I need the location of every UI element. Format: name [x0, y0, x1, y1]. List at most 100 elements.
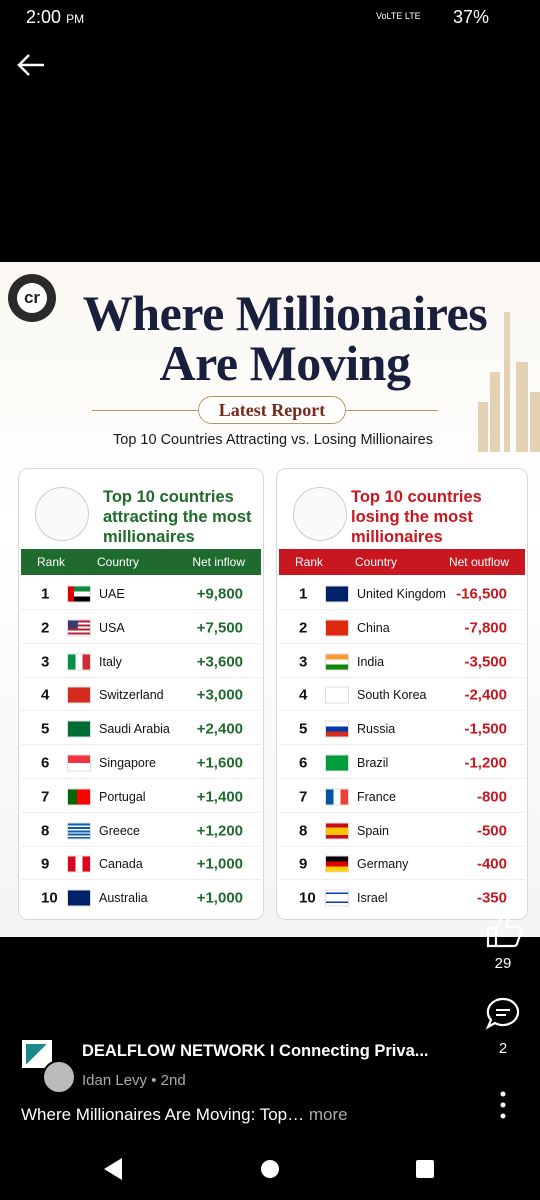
table-row: 8 Spain -500 — [279, 816, 525, 847]
table-row: 3 Italy +3,600 — [21, 647, 261, 678]
like-count: 29 — [494, 955, 512, 972]
rank: 5 — [299, 720, 308, 738]
flag — [67, 754, 91, 772]
country: Australia — [99, 891, 148, 906]
rank: 3 — [299, 653, 308, 671]
country: USA — [99, 620, 125, 635]
net-flow: -400 — [476, 855, 507, 873]
rank: 5 — [41, 720, 50, 738]
table-row: 3 India -3,500 — [279, 647, 525, 678]
status-time: 2:00 PM — [26, 7, 84, 28]
rank: 4 — [41, 686, 50, 704]
table-row: 5 Russia -1,500 — [279, 714, 525, 746]
country: Saudi Arabia — [99, 722, 170, 737]
author-avatar[interactable] — [42, 1060, 76, 1094]
flag — [325, 754, 349, 772]
nav-back[interactable] — [104, 1158, 122, 1180]
net-flow: +9,800 — [196, 585, 243, 603]
country: Switzerland — [99, 688, 164, 703]
country: Russia — [357, 722, 396, 737]
table-row: 1 United Kingdom -16,500 — [279, 579, 525, 610]
more-link[interactable]: more — [308, 1105, 348, 1124]
comment-count: 2 — [498, 1040, 508, 1057]
net-flow: -2,400 — [464, 686, 507, 704]
flag — [325, 720, 349, 738]
country: Germany — [357, 857, 409, 872]
nav-recents[interactable] — [416, 1160, 434, 1178]
byline: Idan Levy • 2nd — [82, 1072, 186, 1089]
table-row: 6 Brazil -1,200 — [279, 748, 525, 779]
flag — [67, 788, 91, 806]
caption: Where Millionaires Are Moving: Top… more — [21, 1105, 348, 1125]
country: Italy — [99, 654, 122, 669]
table-row: 2 USA +7,500 — [21, 613, 261, 644]
right-panel: Top 10 countries losing the most million… — [276, 468, 528, 920]
flag — [67, 619, 91, 637]
country: Spain — [357, 823, 389, 838]
net-flow: +1,600 — [196, 754, 243, 772]
network: VoLTE LTE — [376, 11, 421, 21]
column-header: Rank — [295, 555, 324, 569]
country: India — [357, 654, 385, 669]
rank: 4 — [299, 686, 308, 704]
left-panel: Top 10 countries attracting the most mil… — [18, 468, 264, 920]
flag — [67, 686, 91, 704]
country: South Korea — [357, 688, 427, 703]
table-row: 10 Australia +1,000 — [21, 883, 261, 913]
icon — [35, 487, 89, 541]
nav-home[interactable] — [261, 1160, 279, 1178]
column-header: Rank — [37, 555, 66, 569]
more-options[interactable] — [497, 1090, 509, 1120]
table-header: Rank Country Net inflow — [21, 549, 261, 575]
time: 2:00 — [26, 7, 62, 27]
table-row: 9 Canada +1,000 — [21, 849, 261, 881]
table-header: Rank Country Net outflow — [279, 549, 525, 575]
country: Portugal — [99, 789, 146, 804]
table-row: 1 UAE +9,800 — [21, 579, 261, 610]
table-row: 4 South Korea -2,400 — [279, 680, 525, 712]
rank: 7 — [299, 788, 308, 806]
net-flow: +1,200 — [196, 822, 243, 840]
flag — [67, 889, 91, 907]
net-flow: -800 — [476, 788, 507, 806]
rank: 1 — [299, 585, 308, 603]
table-row: 2 China -7,800 — [279, 613, 525, 644]
flag — [325, 686, 349, 704]
battery: 37% — [453, 7, 490, 27]
flag — [67, 855, 91, 873]
back-button[interactable] — [16, 52, 46, 78]
table-row: 4 Switzerland +3,000 — [21, 680, 261, 712]
net-flow: -3,500 — [464, 653, 507, 671]
flag — [325, 889, 349, 907]
rank: 9 — [299, 855, 308, 873]
panel-heading: Top 10 countries attracting the most mil… — [103, 488, 252, 546]
net-flow: -350 — [476, 889, 507, 907]
net-flow: +2,400 — [196, 720, 243, 738]
subtitle: Top 10 Countries Attracting vs. Losing M… — [113, 432, 433, 448]
country: United Kingdom — [357, 587, 446, 601]
logo: cr — [17, 283, 47, 313]
infographic: cr Where Millionaires Are Moving Latest … — [0, 262, 540, 937]
skyline — [478, 312, 540, 452]
like-button[interactable] — [484, 910, 524, 950]
rank: 3 — [41, 653, 50, 671]
rank: 10 — [299, 889, 316, 907]
flag — [325, 585, 349, 603]
flag — [325, 619, 349, 637]
net-flow: +3,000 — [196, 686, 243, 704]
country: Singapore — [99, 756, 156, 770]
country: China — [357, 620, 390, 635]
table-row: 7 Portugal +1,400 — [21, 782, 261, 813]
flag — [67, 653, 91, 671]
comment-button[interactable] — [485, 996, 521, 1032]
rank: 10 — [41, 889, 58, 907]
country: Greece — [99, 823, 140, 838]
column-header: Net outflow — [448, 555, 509, 569]
author[interactable]: DEALFLOW NETWORK I Connecting Priva... — [82, 1042, 429, 1060]
table-row: 5 Saudi Arabia +2,400 — [21, 714, 261, 746]
badge: Latest Report — [198, 396, 346, 424]
net-flow: +1,000 — [196, 889, 243, 907]
rank: 9 — [41, 855, 50, 873]
nav-bar — [104, 1158, 434, 1180]
